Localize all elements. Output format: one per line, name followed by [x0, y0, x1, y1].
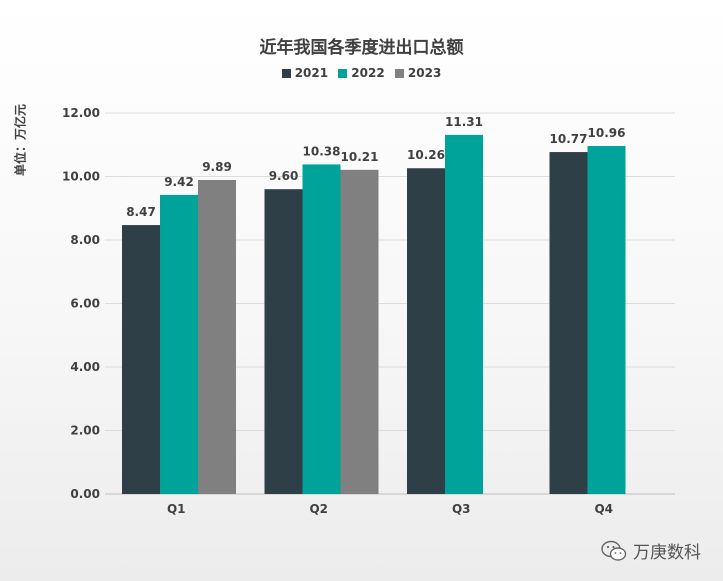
legend-label-2022: 2022 [351, 66, 385, 80]
watermark-text: 万庚数科 [633, 543, 701, 563]
data-label: 10.26 [407, 148, 445, 162]
y-tick-label: 4.00 [70, 360, 100, 374]
bar-q4-2021 [549, 152, 588, 495]
legend-item-2023: 2023 [394, 66, 442, 80]
data-label: 10.21 [341, 150, 379, 164]
bar-q3-2022 [445, 134, 483, 494]
watermark: 万庚数科 [601, 538, 701, 563]
data-label: 9.89 [202, 160, 232, 174]
legend-item-2021: 2021 [281, 66, 329, 80]
y-tick-label: 0.00 [70, 487, 100, 501]
legend-label-2021: 2021 [294, 66, 329, 80]
data-label: 9.42 [164, 175, 194, 189]
bar-q2-2022 [302, 164, 341, 494]
data-label: 8.47 [126, 205, 156, 219]
y-tick-label: 8.00 [70, 233, 100, 247]
bar-q2-2021 [264, 189, 303, 494]
chart-title: 近年我国各季度进出口总额 [259, 38, 464, 58]
y-tick-label: 2.00 [70, 424, 100, 438]
bar-q4-2022 [587, 146, 626, 494]
bar-q1-2022 [160, 194, 198, 495]
data-label: 10.38 [303, 144, 341, 158]
legend-item-2022: 2022 [338, 66, 385, 80]
wechat-icon [601, 540, 627, 561]
bar-q3-2021 [407, 168, 445, 494]
bar-q1-2021 [122, 225, 160, 494]
x-tick-label: Q4 [594, 502, 613, 516]
y-tick-label: 10.00 [62, 170, 100, 184]
data-label: 9.60 [269, 169, 299, 183]
data-label: 10.96 [588, 126, 626, 140]
x-tick-label: Q3 [452, 502, 471, 516]
x-tick-label: Q2 [309, 502, 328, 516]
x-tick-label: Q1 [167, 502, 186, 516]
bar-q1-2023 [198, 179, 236, 494]
data-label: 10.77 [550, 132, 588, 146]
y-tick-label: 6.00 [70, 297, 100, 311]
legend-label-2023: 2023 [407, 66, 442, 80]
legend-swatch-2021 [281, 68, 291, 78]
y-tick-label: 12.00 [62, 106, 100, 120]
legend-swatch-2023 [394, 68, 404, 78]
data-label: 11.31 [445, 115, 483, 129]
bar-q2-2023 [340, 169, 379, 494]
legend: 2021 2022 2023 [0, 66, 723, 81]
legend-swatch-2022 [338, 68, 348, 78]
